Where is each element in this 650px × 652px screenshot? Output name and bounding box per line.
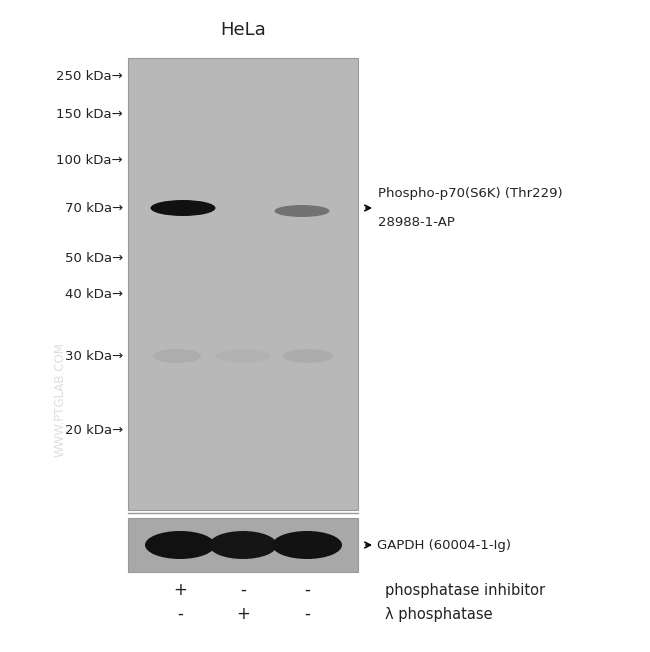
Text: GAPDH (60004-1-Ig): GAPDH (60004-1-Ig) <box>377 539 511 552</box>
Text: λ phosphatase: λ phosphatase <box>385 606 493 621</box>
Text: -: - <box>240 581 246 599</box>
Ellipse shape <box>153 349 201 363</box>
Text: 20 kDa→: 20 kDa→ <box>65 424 123 436</box>
Text: +: + <box>173 581 187 599</box>
Ellipse shape <box>272 531 342 559</box>
Text: 30 kDa→: 30 kDa→ <box>65 349 123 363</box>
Ellipse shape <box>216 349 270 363</box>
Text: -: - <box>304 581 310 599</box>
Text: 70 kDa→: 70 kDa→ <box>65 201 123 215</box>
Ellipse shape <box>274 205 330 217</box>
Text: 28988-1-AP: 28988-1-AP <box>378 216 455 229</box>
Text: 150 kDa→: 150 kDa→ <box>57 108 123 121</box>
Text: 40 kDa→: 40 kDa→ <box>65 288 123 301</box>
Text: -: - <box>177 605 183 623</box>
Ellipse shape <box>209 531 277 559</box>
Text: HeLa: HeLa <box>220 21 266 39</box>
Ellipse shape <box>145 531 215 559</box>
Text: +: + <box>236 605 250 623</box>
Bar <box>128 58 358 510</box>
Text: phosphatase inhibitor: phosphatase inhibitor <box>385 582 545 597</box>
Text: 100 kDa→: 100 kDa→ <box>57 153 123 166</box>
Text: 50 kDa→: 50 kDa→ <box>65 252 123 265</box>
Text: WWW.PTGLAB.COM: WWW.PTGLAB.COM <box>53 342 66 458</box>
Ellipse shape <box>151 200 216 216</box>
Bar <box>128 518 358 572</box>
Text: Phospho-p70(S6K) (Thr229): Phospho-p70(S6K) (Thr229) <box>378 187 563 200</box>
Text: 250 kDa→: 250 kDa→ <box>57 70 123 83</box>
Text: -: - <box>304 605 310 623</box>
Ellipse shape <box>283 349 333 363</box>
